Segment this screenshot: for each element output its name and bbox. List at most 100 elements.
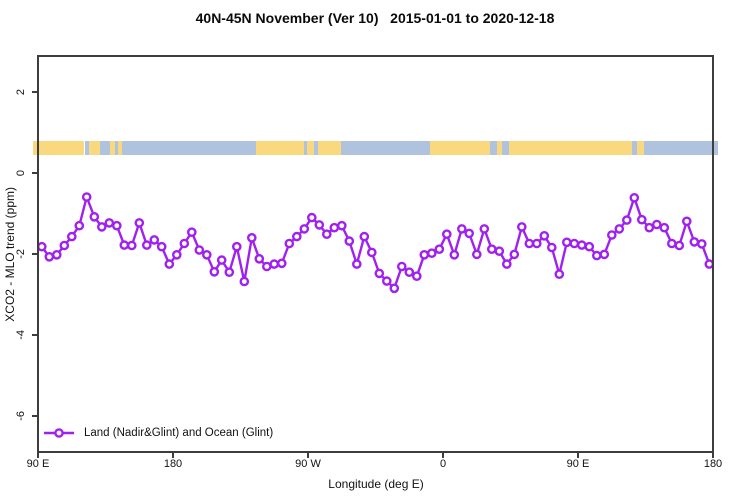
data-point-marker <box>156 241 167 252</box>
data-point-marker <box>344 236 355 246</box>
band-segment-ocean <box>501 140 509 155</box>
data-point-marker <box>396 261 407 272</box>
data-point-marker <box>479 224 490 234</box>
data-point-marker <box>637 214 647 225</box>
data-point-marker <box>66 231 77 242</box>
data-point-marker <box>97 222 107 232</box>
data-point-marker <box>44 251 55 262</box>
data-point-marker <box>464 228 475 239</box>
data-point-marker <box>644 222 655 233</box>
y-axis-tick-label: -4 <box>13 305 29 365</box>
y-axis-tick-label: 0 <box>13 143 29 203</box>
data-point-marker <box>411 271 422 281</box>
x-axis-tick <box>577 453 579 458</box>
y-axis-tick <box>32 333 37 336</box>
data-point-marker <box>359 231 370 242</box>
data-point-marker <box>659 222 670 233</box>
data-point-marker <box>224 267 235 277</box>
data-point-marker <box>614 224 625 234</box>
band-segment-land <box>317 140 342 155</box>
data-point-marker <box>592 250 602 261</box>
band-segment-land <box>89 140 100 155</box>
data-point-marker <box>426 248 437 258</box>
data-point-marker <box>419 249 430 260</box>
data-point-marker <box>456 224 467 234</box>
band-segment-land <box>509 140 632 155</box>
band-segment-land <box>636 140 644 155</box>
data-point-marker <box>89 211 100 222</box>
data-point-marker <box>486 244 497 254</box>
data-point-marker <box>284 238 295 249</box>
data-point-marker <box>374 268 385 279</box>
band-segment-land <box>110 140 115 155</box>
data-point-marker <box>351 259 362 269</box>
data-series-layer <box>37 192 715 294</box>
band-segment-land <box>118 140 123 155</box>
data-point-marker <box>667 238 677 249</box>
data-point-marker <box>74 220 85 231</box>
x-axis-tick-label: 90 W <box>295 458 321 470</box>
band-segment-ocean <box>314 140 318 155</box>
data-point-marker <box>366 247 377 258</box>
data-point-marker <box>194 245 205 255</box>
data-point-marker <box>291 231 302 242</box>
data-point-marker <box>389 283 400 294</box>
band-segment-land <box>497 140 502 155</box>
band-segment-land <box>255 140 304 155</box>
data-point-marker <box>516 222 527 232</box>
data-point-marker <box>674 240 685 251</box>
data-point-marker <box>682 216 692 227</box>
data-point-marker <box>37 241 47 252</box>
data-point-marker <box>584 241 595 252</box>
data-point-marker <box>629 192 640 203</box>
plot-area: Land (Nadir&Glint) and Ocean (Glint) <box>33 55 718 453</box>
data-point-marker <box>494 246 505 256</box>
y-axis-tick-label: -6 <box>13 386 29 446</box>
x-axis-tick <box>307 453 309 458</box>
x-axis-tick-label: 0 <box>439 458 447 470</box>
data-point-marker <box>246 232 257 243</box>
data-point-marker <box>607 230 617 240</box>
data-point-marker <box>186 227 197 237</box>
y-axis-tick-label: -2 <box>13 224 29 284</box>
data-point-marker <box>622 215 632 225</box>
legend-label: Land (Nadir&Glint) and Ocean (Glint) <box>84 426 274 439</box>
band-segment-ocean <box>84 140 89 155</box>
band-segment-ocean <box>341 140 430 155</box>
data-point-marker <box>179 238 190 249</box>
data-point-marker <box>321 229 332 239</box>
data-point-marker <box>306 212 317 223</box>
x-axis-tick <box>37 453 39 458</box>
x-axis-tick-label: 180 <box>163 458 183 470</box>
data-point-marker <box>276 258 287 269</box>
data-point-marker <box>531 238 542 249</box>
data-point-marker <box>546 242 557 253</box>
y-axis-tick <box>32 253 37 255</box>
data-point-marker <box>201 249 212 260</box>
data-point-marker <box>216 255 227 265</box>
data-point-marker <box>652 219 662 230</box>
band-segment-ocean <box>489 140 497 155</box>
data-point-marker <box>381 276 392 286</box>
y-axis-tick <box>32 414 37 417</box>
data-point-marker <box>689 237 700 247</box>
y-axis-tick-label: 2 <box>13 62 29 122</box>
data-point-marker <box>112 220 122 231</box>
data-point-marker <box>471 249 482 260</box>
x-axis-tick <box>172 453 174 458</box>
data-point-marker <box>441 229 452 239</box>
data-point-marker <box>142 240 152 250</box>
chart-title: 40N-45N November (Ver 10) 2015-01-01 to … <box>195 10 555 26</box>
data-point-marker <box>119 240 130 250</box>
data-point-marker <box>524 238 535 249</box>
band-segment-land <box>33 140 85 155</box>
band-segment-ocean <box>632 140 637 155</box>
legend-line-circle-icon <box>44 427 74 438</box>
data-point-marker <box>509 249 520 260</box>
band-segment-land <box>307 140 315 155</box>
band-segment-ocean <box>303 140 308 155</box>
data-point-marker <box>539 230 550 241</box>
data-point-marker <box>209 266 220 277</box>
data-point-marker <box>59 240 70 251</box>
